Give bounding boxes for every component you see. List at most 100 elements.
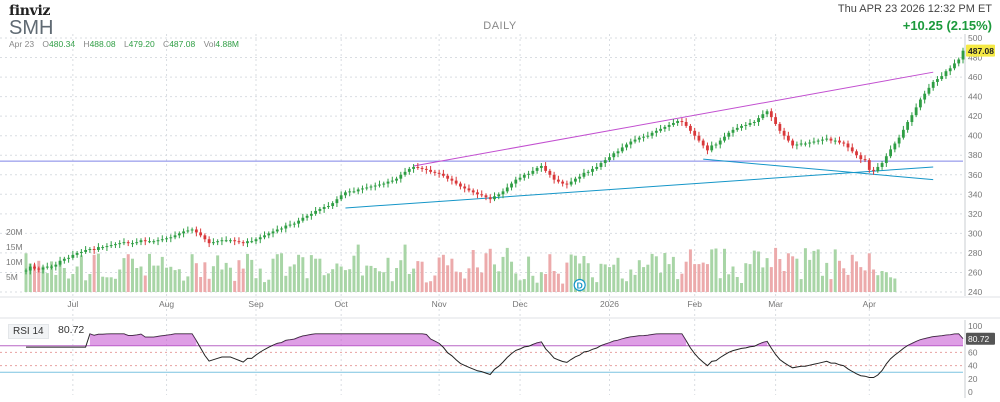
candlestick [671, 119, 675, 127]
candlestick [833, 137, 837, 145]
candle-body [331, 203, 335, 207]
finviz-logo[interactable]: finviz [9, 3, 51, 19]
candlestick [459, 181, 462, 190]
candle-body [54, 264, 58, 267]
candlestick [71, 250, 75, 260]
candlestick [556, 175, 560, 184]
candlestick [791, 138, 795, 149]
candlestick [838, 136, 841, 145]
candle-body [233, 240, 237, 242]
volume-bar [169, 266, 173, 292]
volume-bar [207, 278, 211, 292]
volume-bar [735, 277, 739, 292]
volume-bar [326, 273, 330, 292]
candlestick [901, 125, 905, 140]
candlestick [505, 183, 509, 194]
candlestick [714, 142, 718, 149]
volume-bar [105, 277, 109, 292]
candlestick [667, 122, 671, 131]
candle-body [582, 172, 586, 177]
candle-body [842, 142, 846, 144]
candlestick [569, 177, 573, 187]
candlestick [118, 240, 122, 249]
candlestick [143, 237, 147, 246]
candlestick [591, 165, 594, 176]
volume-bar [139, 266, 143, 292]
candle-body [838, 140, 841, 143]
candlestick [769, 108, 773, 122]
date-tick-label: Feb [687, 299, 702, 309]
candle-body [75, 252, 79, 255]
volume-bar [348, 269, 352, 292]
candle-body [799, 143, 803, 145]
candle-body [459, 183, 462, 187]
volume-bar [450, 258, 454, 292]
rsi-overbought-fill [273, 333, 440, 346]
candlestick [356, 187, 360, 195]
candlestick [616, 148, 620, 158]
candle-body [224, 240, 228, 242]
volume-bar [190, 254, 194, 292]
volume-bar [535, 282, 539, 292]
candlestick [258, 234, 262, 244]
rsi-panel: 10080604020080.72 [0, 320, 995, 398]
candle-body [263, 235, 266, 238]
candlestick [182, 228, 185, 238]
rsi-overbought-fill [89, 333, 197, 346]
candlestick [816, 138, 820, 145]
volume-bar [156, 265, 160, 292]
candlestick [412, 164, 415, 173]
date-tick-label: Sep [248, 299, 263, 309]
candle-body [480, 194, 484, 196]
candle-body [676, 121, 680, 123]
candle-body [309, 213, 313, 216]
candlestick [488, 194, 492, 204]
candle-body [275, 229, 279, 232]
volume-bar [314, 258, 318, 292]
candle-body [778, 123, 782, 131]
candle-body [637, 137, 641, 140]
volume-bar [761, 267, 765, 292]
candlestick [97, 243, 100, 252]
candlestick [680, 118, 684, 126]
rsi-value: 80.72 [58, 324, 85, 336]
date-tick-label: Dec [512, 299, 528, 309]
candlestick [280, 226, 283, 233]
volume-bar [480, 272, 484, 292]
volume-bar [659, 272, 663, 292]
candlestick [54, 261, 58, 271]
candlestick [28, 263, 32, 275]
candle-body [165, 238, 168, 240]
candlestick [216, 239, 220, 246]
price-tick-label: 500 [968, 33, 982, 43]
candle-body [953, 63, 956, 69]
candle-body [625, 144, 628, 148]
volume-bars: D [24, 244, 897, 292]
volume-bar [280, 253, 284, 292]
candle-body [531, 170, 535, 174]
volume-bar [101, 276, 105, 292]
price-tick-label: 400 [968, 131, 982, 141]
candle-body [288, 224, 292, 226]
candlestick [224, 236, 228, 243]
candlestick [804, 141, 807, 147]
candle-body [395, 178, 398, 181]
candle-body [748, 122, 752, 125]
candlestick [37, 266, 41, 273]
candlestick [194, 226, 198, 237]
volume-bar [769, 267, 773, 292]
price-tick-label: 380 [968, 150, 982, 160]
volume-bar [45, 273, 49, 292]
candlestick [731, 126, 735, 137]
candlestick [263, 231, 266, 240]
ohlc-date: Apr 23 [9, 39, 35, 49]
candlestick [160, 235, 164, 243]
rsi-tick-label: 60 [968, 347, 978, 357]
candlestick [373, 182, 377, 191]
candle-body [258, 237, 262, 240]
candle-body [646, 135, 650, 137]
candle-body [804, 143, 807, 145]
volume-bar [228, 267, 232, 292]
volume-bar [633, 274, 637, 292]
